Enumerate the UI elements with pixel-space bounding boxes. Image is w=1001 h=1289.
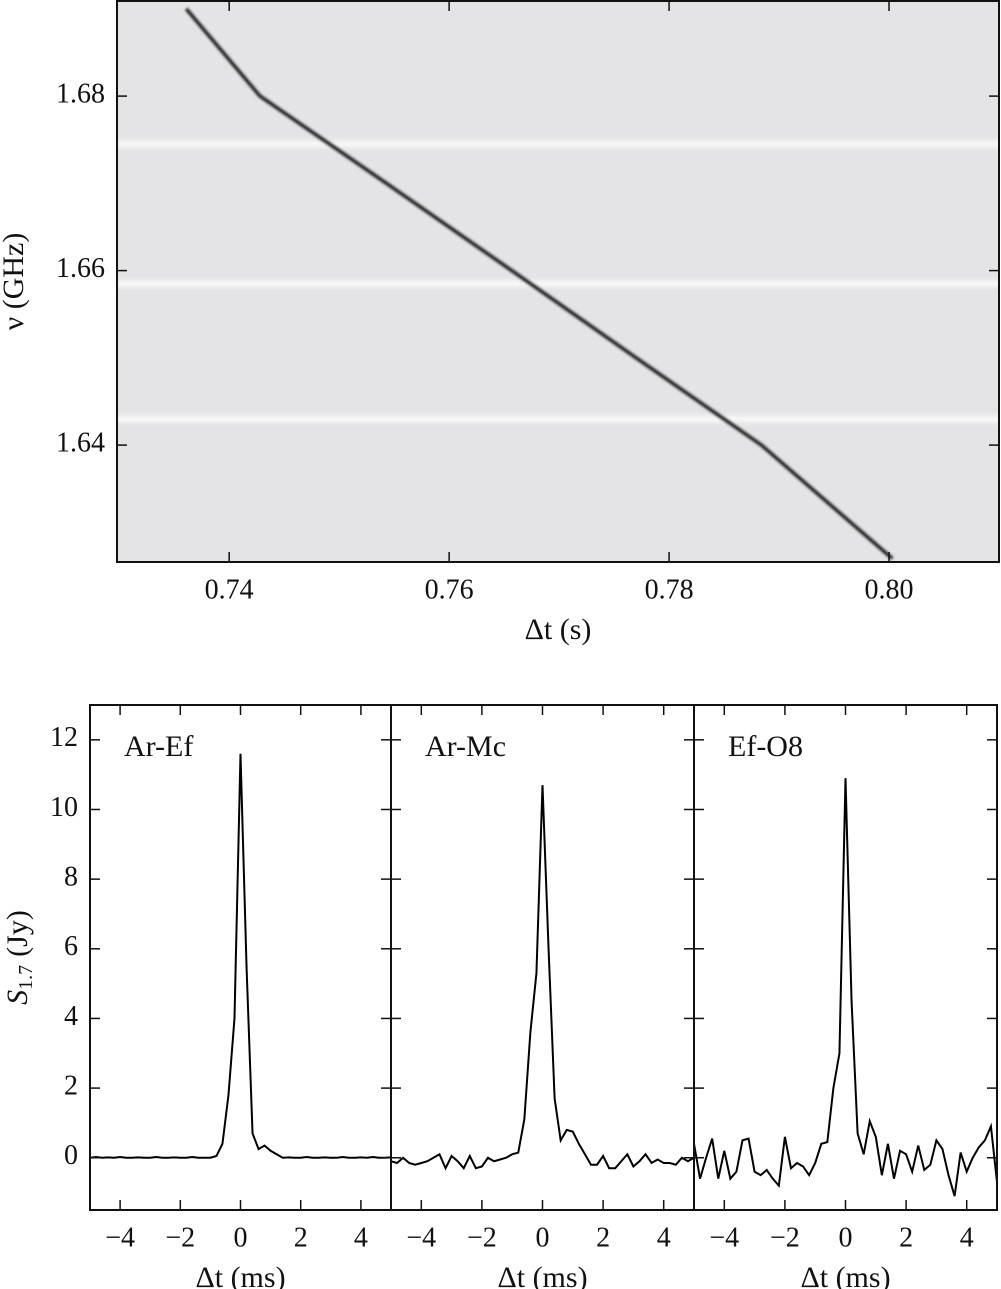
x-tick-label: 2	[596, 1222, 610, 1253]
y-axis-label: ν (GHz)	[0, 233, 30, 331]
x-tick-label: 4	[354, 1222, 368, 1253]
y-label-symbol: S	[1, 990, 34, 1005]
x-tick-label: −4	[105, 1222, 135, 1253]
axes-frame	[390, 704, 695, 1211]
x-tick-label: 4	[657, 1222, 671, 1253]
y-tick-label: 6	[64, 931, 78, 962]
y-tick-label: 1.66	[56, 253, 105, 284]
rfi-band	[117, 415, 999, 422]
x-tick-label: 4	[960, 1222, 974, 1253]
x-axis-label: Δt (ms)	[195, 1261, 285, 1289]
panel-title: Ef-O8	[728, 730, 803, 763]
x-axis-label: Δt (ms)	[800, 1261, 890, 1289]
flux-line	[694, 778, 997, 1197]
x-tick-label: 0.74	[205, 574, 254, 605]
x-tick-label: 0	[839, 1222, 853, 1253]
y-tick-label: 1.64	[56, 428, 105, 459]
x-tick-label: 0	[234, 1222, 248, 1253]
x-tick-label: −2	[165, 1222, 195, 1253]
x-tick-label: −4	[406, 1222, 436, 1253]
flux-line	[90, 753, 391, 1159]
y-tick-label: 1.68	[56, 79, 105, 110]
y-tick-label: 0	[64, 1140, 78, 1171]
x-axis-label: Δt (s)	[525, 613, 592, 646]
pulse-track	[184, 7, 894, 560]
x-axis-label: Δt (ms)	[497, 1261, 587, 1289]
panel-title: Ar-Ef	[124, 730, 193, 763]
x-tick-label: 0.78	[645, 574, 694, 605]
flux-line	[391, 785, 694, 1171]
rfi-band	[117, 141, 999, 148]
x-tick-label: 2	[899, 1222, 913, 1253]
rfi-band	[117, 280, 999, 287]
x-tick-label: 0.80	[865, 574, 914, 605]
x-tick-label: 0.76	[425, 574, 474, 605]
x-tick-label: −2	[467, 1222, 497, 1253]
y-tick-label: 2	[64, 1071, 78, 1102]
x-tick-label: −4	[709, 1222, 739, 1253]
x-tick-label: 0	[536, 1222, 550, 1253]
x-tick-label: −2	[770, 1222, 800, 1253]
y-tick-label: 12	[50, 722, 78, 753]
y-label-unit: (Jy)	[1, 910, 34, 957]
y-tick-label: 8	[64, 862, 78, 893]
axes-frame	[116, 0, 1000, 563]
panel-title: Ar-Mc	[425, 730, 506, 763]
x-tick-label: 2	[294, 1222, 308, 1253]
y-tick-label: 4	[64, 1001, 78, 1032]
y-tick-label: 10	[50, 792, 78, 823]
y-label-subscript: 1.7	[15, 965, 37, 990]
y-axis-label: S1.7 (Jy)	[1, 910, 37, 1005]
